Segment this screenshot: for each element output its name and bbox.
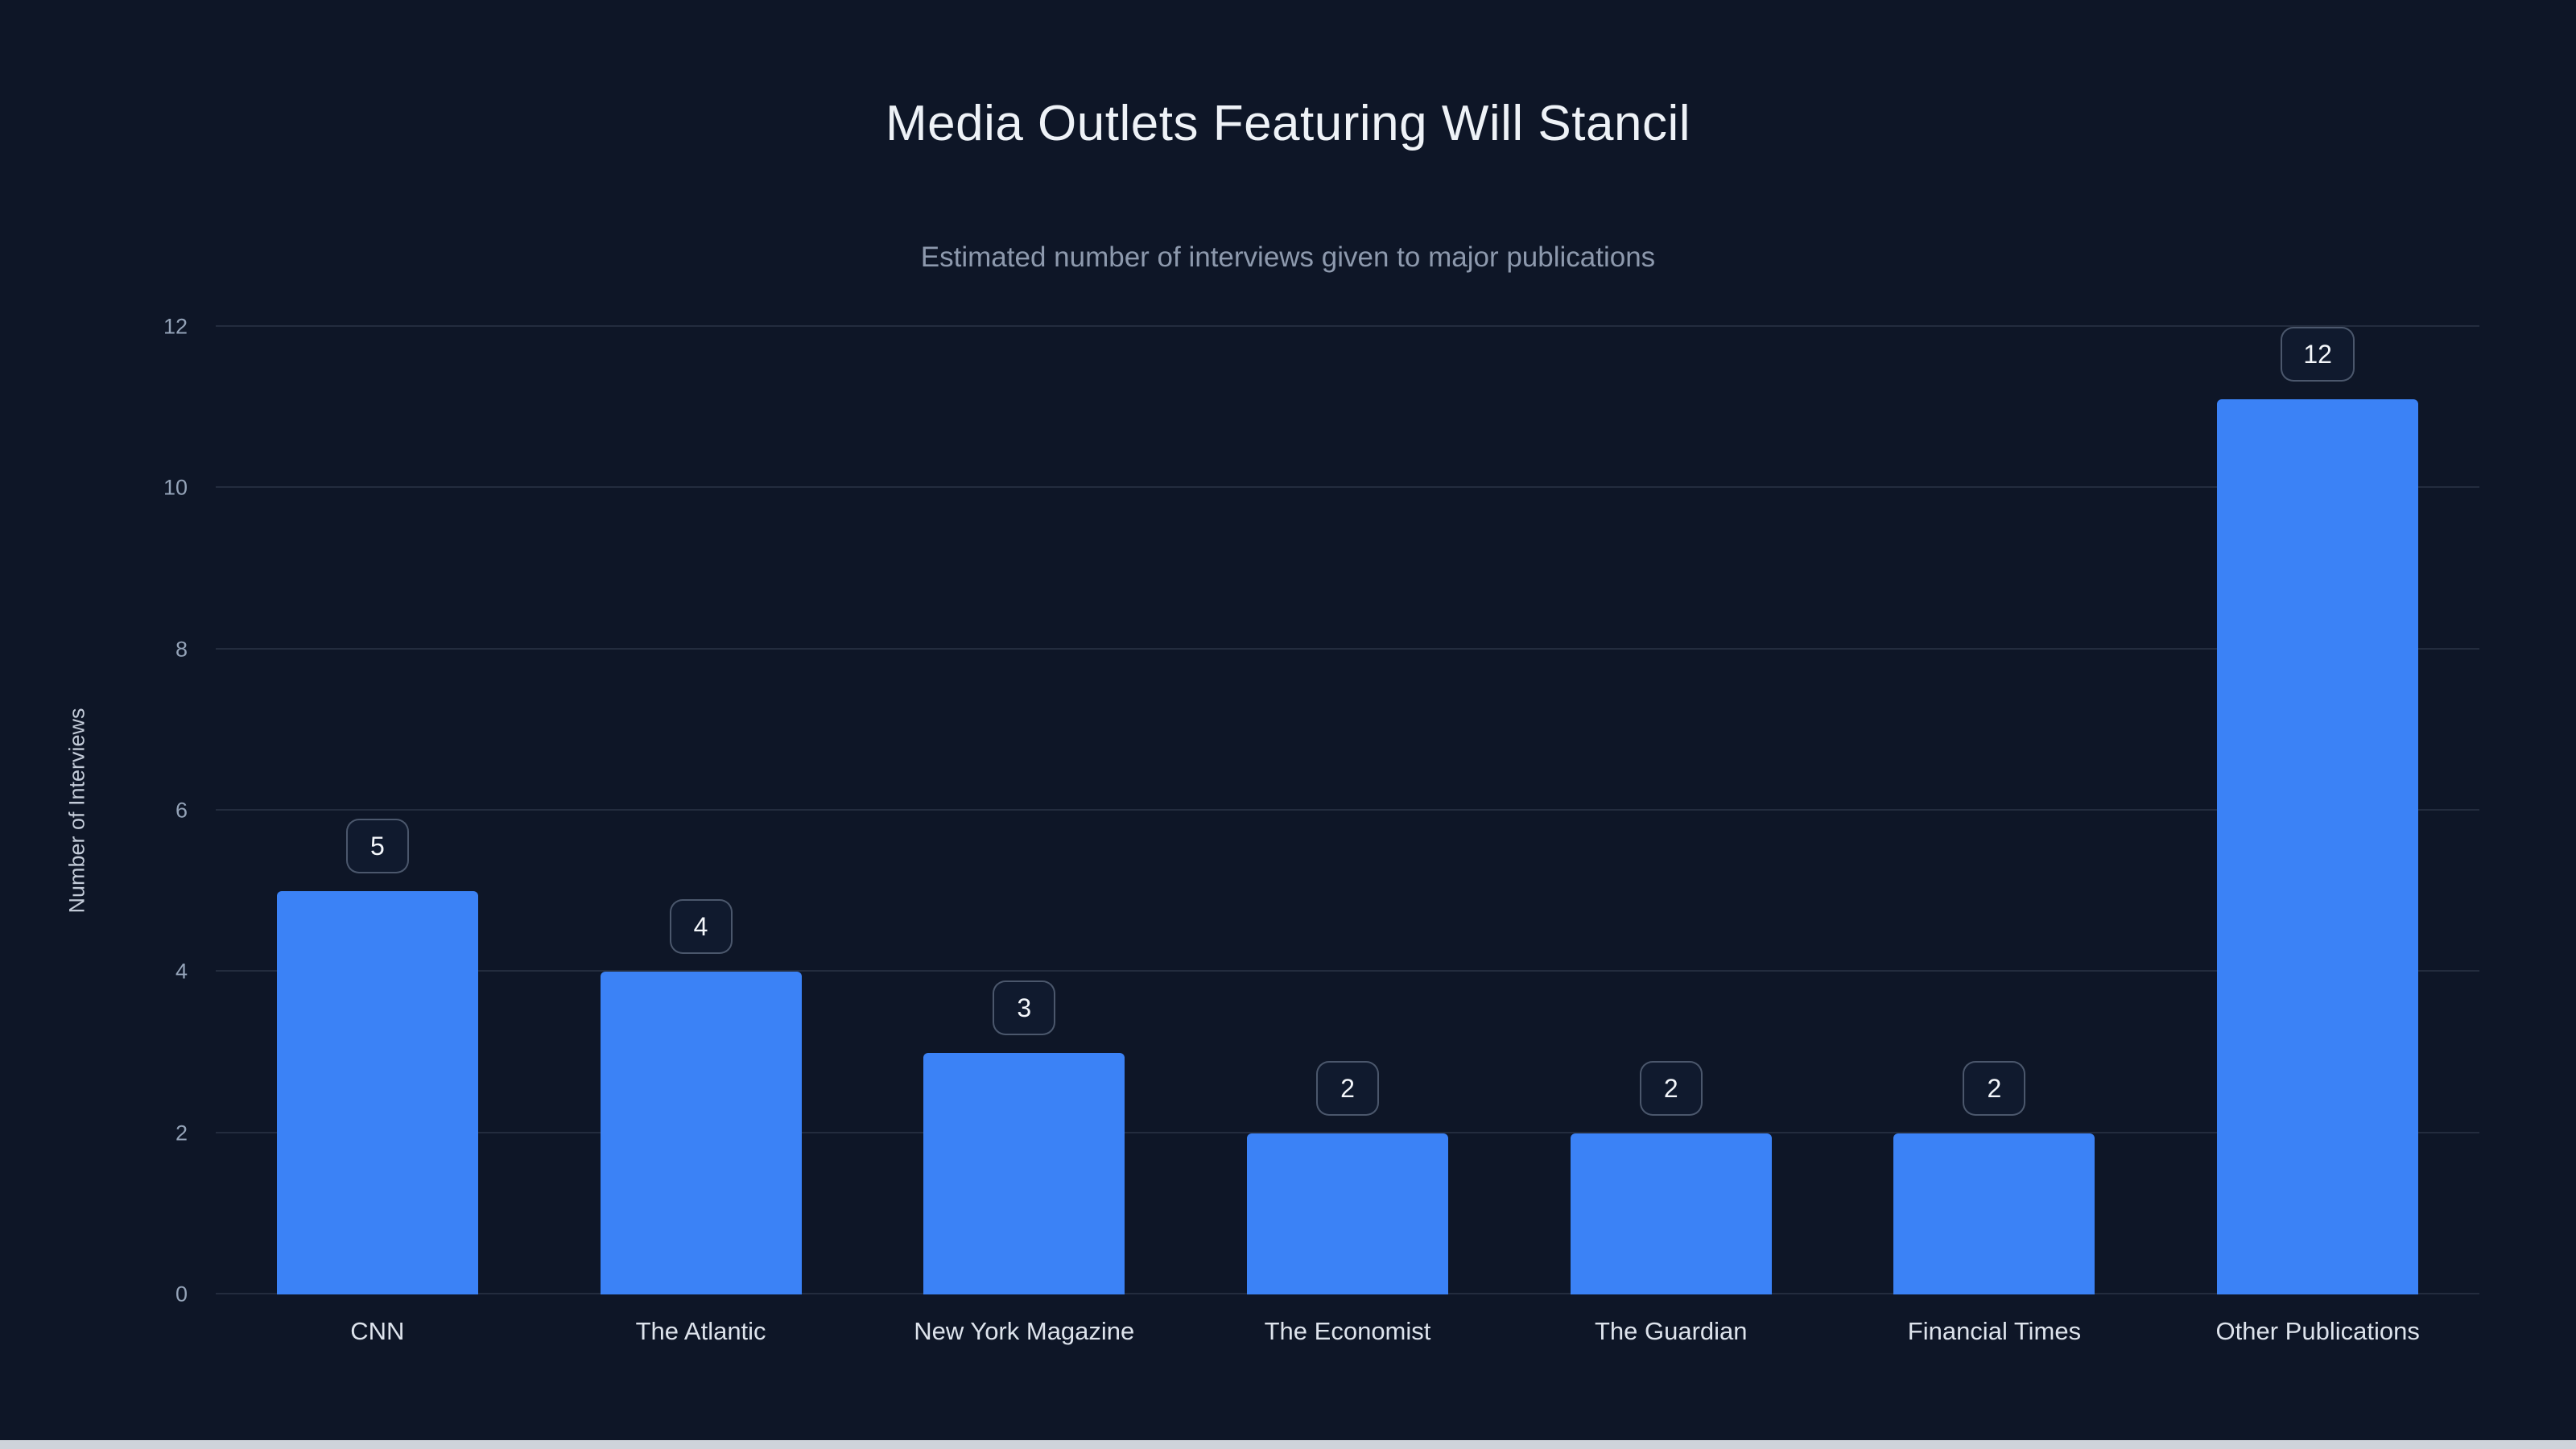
x-tick-label: The Economist	[1264, 1317, 1431, 1345]
y-tick-label: 0	[175, 1282, 188, 1307]
y-axis-title: Number of Interviews	[64, 708, 89, 914]
bottom-edge-strip	[0, 1440, 2576, 1449]
bar[interactable]	[1247, 1133, 1449, 1294]
gridline	[216, 647, 2479, 650]
value-label-badge: 2	[1639, 1060, 1703, 1116]
bar-column: 3	[862, 327, 1186, 1294]
value-label-badge: 12	[2281, 327, 2355, 382]
value-label-badge: 4	[669, 899, 733, 955]
bar-column: 5	[216, 327, 539, 1294]
bars-row: 5 4 3 2 2 2 12	[216, 327, 2479, 1294]
value-label-badge: 2	[1963, 1060, 2026, 1116]
value-label-badge: 5	[345, 819, 409, 874]
bar-column: 2	[1186, 327, 1509, 1294]
y-tick-label: 4	[175, 959, 188, 984]
x-tick-label: Financial Times	[1907, 1317, 2082, 1345]
bar[interactable]	[276, 891, 478, 1294]
gridline	[216, 325, 2479, 327]
x-tick-label: Other Publications	[2215, 1317, 2420, 1345]
bar-column: 2	[1833, 327, 2157, 1294]
bar[interactable]	[1570, 1133, 1772, 1294]
bar[interactable]	[923, 1052, 1125, 1294]
gridline	[216, 809, 2479, 811]
gridline	[216, 970, 2479, 972]
bar[interactable]	[600, 972, 802, 1294]
x-tick-label: The Atlantic	[635, 1317, 766, 1345]
bar-column: 2	[1509, 327, 1833, 1294]
y-tick-label: 6	[175, 798, 188, 823]
bar-column: 12	[2156, 327, 2479, 1294]
x-tick-label: The Guardian	[1594, 1317, 1748, 1345]
chart-title: Media Outlets Featuring Will Stancil	[885, 96, 1691, 151]
y-tick-label: 8	[175, 637, 188, 662]
bar[interactable]	[2217, 399, 2419, 1294]
y-tick-label: 10	[163, 475, 188, 500]
value-label-badge: 3	[993, 980, 1056, 1035]
gridline	[216, 1131, 2479, 1133]
gridline	[216, 486, 2479, 489]
bar-column: 4	[539, 327, 863, 1294]
x-tick-label: New York Magazine	[914, 1317, 1135, 1345]
value-label-badge: 2	[1316, 1060, 1380, 1116]
bar[interactable]	[1893, 1133, 2095, 1294]
x-labels-row: CNN The Atlantic New York Magazine The Econ…	[216, 1317, 2479, 1346]
y-tick-label: 12	[163, 314, 188, 339]
plot-area: 0 2 4 6 8 10 12 5 4 3 2 2 2 12	[163, 315, 2479, 1307]
y-tick-label: 2	[175, 1121, 188, 1146]
chart-subtitle: Estimated number of interviews given to …	[920, 242, 1656, 273]
x-tick-label: CNN	[350, 1317, 405, 1345]
